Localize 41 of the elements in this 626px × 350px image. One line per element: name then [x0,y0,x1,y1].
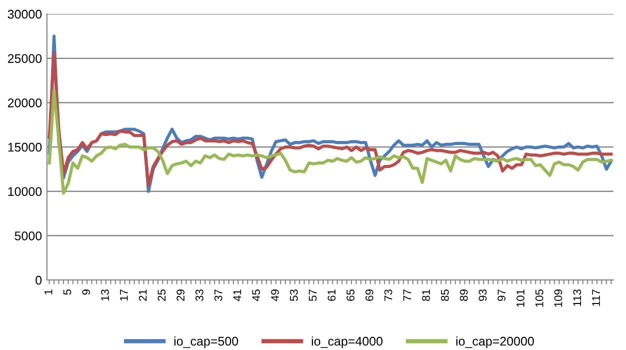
y-tick-label: 10000 [8,187,42,196]
legend-label: io_cap=20000 [456,336,534,348]
x-tick-label: 45 [252,289,260,302]
x-tick-label: 33 [196,290,204,301]
x-tick-label: 61 [328,290,336,301]
x-tick-label: 69 [365,290,374,301]
x-tick-label: 41 [233,290,242,302]
y-tick-label: 0 [36,276,42,285]
x-tick-label: 81 [422,290,430,301]
x-tick-label: 105 [535,289,544,307]
y-tick-label: 30000 [8,10,42,19]
x-tick-label: 53 [290,290,298,301]
x-tick-label: 1 [44,290,52,294]
x-tick-label: 13 [101,290,109,301]
x-tick-label: 57 [308,290,317,301]
x-tick-label: 25 [158,289,166,301]
y-tick-label: 25000 [8,54,42,63]
x-tick-label: 73 [384,290,392,301]
y-tick-label: 15000 [8,142,42,152]
x-tick-label: 101 [516,290,524,307]
x-tick-label: 29 [176,290,184,301]
x-tick-label: 37 [214,290,222,301]
x-tick-label: 77 [403,290,411,301]
x-tick-label: 109 [554,290,562,307]
x-tick-label: 49 [271,290,279,302]
x-tick-label: 85 [440,289,449,301]
x-tick-label: 5 [63,289,72,295]
x-tick-label: 17 [120,290,128,301]
x-tick-label: 21 [138,290,147,301]
y-tick-label: 20000 [8,98,42,108]
x-tick-label: 113 [573,290,582,306]
legend-label: io_cap=500 [174,336,238,348]
line-series [48,88,613,195]
x-tick-label: 93 [478,290,487,301]
legend-label: io_cap=4000 [312,336,382,348]
x-tick-label: 97 [498,290,506,301]
x-tick-label: 9 [82,290,90,295]
x-tick-label: 89 [460,290,468,301]
y-tick-label: 5000 [14,231,42,240]
x-tick-label: 65 [346,289,354,301]
x-tick-label: 117 [592,290,600,306]
